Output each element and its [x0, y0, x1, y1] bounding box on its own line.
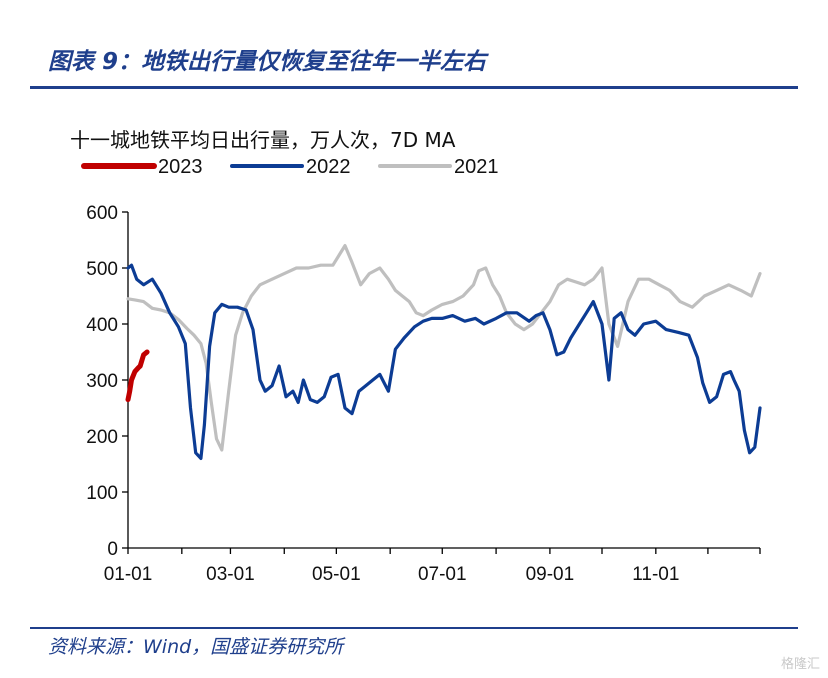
- series-line-2021: [126, 244, 762, 452]
- footer-divider: [30, 627, 798, 629]
- legend-label-2022: 2022: [306, 156, 351, 178]
- y-tick-label: 400: [86, 315, 118, 336]
- y-tick-label: 500: [86, 259, 118, 280]
- source-note: 资料来源：Wind，国盛证券研究所: [48, 636, 344, 658]
- legend-label-2021: 2021: [454, 156, 499, 178]
- watermark-logo: 格隆汇: [780, 657, 820, 672]
- y-tick-label: 600: [86, 203, 118, 224]
- x-tick-label: 05-01: [312, 564, 361, 585]
- y-tick-label: 300: [86, 371, 118, 392]
- figure-title: 图表 9：地铁出行量仅恢复至往年一半左右: [48, 49, 487, 75]
- series-line-2023: [125, 349, 150, 403]
- chart-legend: 2023 2022 2021: [81, 156, 499, 178]
- x-tick-label: 07-01: [418, 564, 467, 585]
- plot-area: [125, 244, 762, 460]
- y-tick-label: 0: [107, 539, 118, 560]
- legend-label-2023: 2023: [158, 156, 203, 178]
- series-line-2022: [126, 263, 762, 460]
- x-tick-label: 09-01: [526, 564, 575, 585]
- chart-axes: 0 100 200 300 400 500 600 01-01 03-01 05-01 07-01 0…: [86, 203, 761, 585]
- chart-title: 十一城地铁平均日出行量，万人次，7D MA: [70, 128, 456, 152]
- y-tick-label: 200: [86, 427, 118, 448]
- x-tick-label: 03-01: [206, 564, 255, 585]
- x-tick-label: 01-01: [104, 564, 153, 585]
- x-tick-label: 11-01: [632, 564, 679, 585]
- header-divider: [30, 86, 798, 89]
- y-tick-label: 100: [86, 483, 118, 504]
